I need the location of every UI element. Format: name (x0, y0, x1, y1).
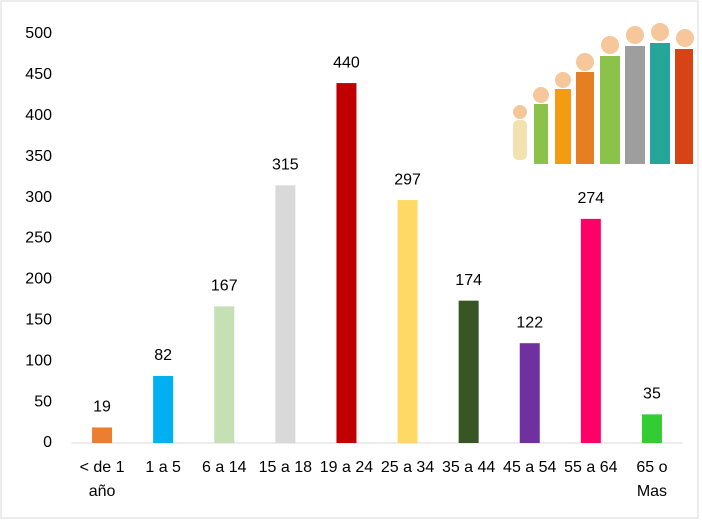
data-label: 440 (333, 54, 360, 71)
data-label: 82 (154, 347, 172, 364)
bar (580, 218, 601, 443)
y-tick-label: 150 (25, 312, 52, 329)
bar (153, 375, 174, 443)
people-illustration (513, 23, 694, 164)
y-tick-label: 250 (25, 230, 52, 247)
data-label: 19 (93, 399, 111, 416)
data-label: 274 (577, 190, 604, 207)
data-label: 122 (516, 314, 543, 331)
bar (214, 306, 235, 443)
y-tick-label: 400 (25, 107, 52, 124)
x-tick-label: 6 a 14 (202, 459, 247, 476)
y-tick-label: 350 (25, 148, 52, 165)
y-tick-label: 500 (25, 25, 52, 42)
data-label: 315 (272, 157, 299, 174)
x-tick-label: 25 a 34 (380, 459, 435, 476)
x-tick-label: 65 o Mas (636, 459, 668, 500)
y-tick-label: 450 (25, 66, 52, 83)
bar (336, 83, 357, 443)
data-label: 174 (455, 272, 482, 289)
bar (641, 414, 662, 443)
y-tick-label: 0 (43, 434, 52, 451)
bar (92, 427, 113, 443)
data-label: 167 (211, 278, 238, 295)
x-tick-label: 35 a 44 (441, 459, 496, 476)
y-tick-label: 200 (25, 271, 52, 288)
x-tick-label: 1 a 5 (145, 459, 181, 476)
bar (519, 343, 540, 443)
bar (275, 185, 296, 443)
bar (397, 200, 418, 443)
data-label: 297 (394, 171, 421, 188)
x-tick-label: 15 a 18 (258, 459, 313, 476)
y-tick-label: 50 (34, 393, 52, 410)
y-tick-label: 100 (25, 352, 52, 369)
bar (458, 300, 479, 443)
x-tick-label: 55 a 64 (564, 459, 618, 476)
data-label: 35 (643, 386, 661, 403)
x-tick-label: 19 a 24 (319, 459, 374, 476)
y-tick-label: 300 (25, 189, 52, 206)
x-tick-label: < de 1 año (79, 459, 125, 500)
x-tick-label: 45 a 54 (503, 459, 557, 476)
